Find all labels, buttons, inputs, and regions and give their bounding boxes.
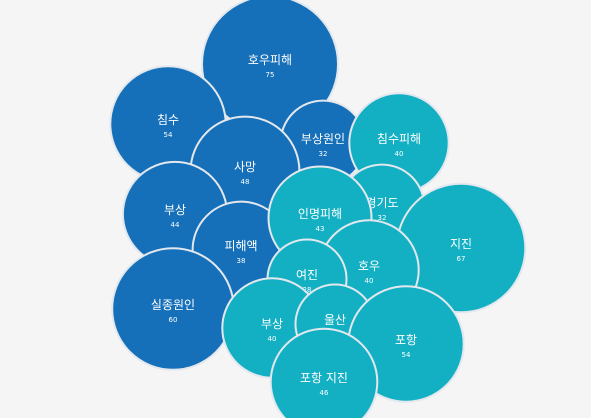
- bubble-circle[interactable]: [269, 327, 379, 418]
- bubble-value: 40: [268, 335, 277, 343]
- bubble-label: 포항: [395, 333, 417, 347]
- bubble-label: 부상원인: [301, 132, 345, 146]
- bubble-label: 인명피해: [298, 207, 342, 221]
- bubble-label: 침수: [157, 113, 179, 127]
- bubble-value: 54: [402, 351, 411, 359]
- bubble-label: 지진: [450, 237, 472, 251]
- bubble-label: 실종원인: [151, 298, 195, 312]
- bubble-value: 60: [169, 316, 178, 324]
- bubble[interactable]: 실종원인 60: [111, 247, 235, 371]
- bubble-label: 여진: [296, 268, 318, 282]
- bubble-value: 43: [316, 225, 325, 233]
- bubble-value: 32: [319, 150, 328, 158]
- bubble-value: 48: [241, 178, 250, 186]
- bubble-label: 호우: [358, 259, 380, 273]
- bubble-label: 침수피해: [377, 132, 421, 146]
- bubble-label: 부상: [164, 203, 186, 217]
- bubble-value: 40: [365, 277, 374, 285]
- bubble-value: 28: [303, 286, 312, 294]
- bubble-value: 67: [457, 255, 466, 263]
- bubble-value: 75: [266, 71, 275, 79]
- bubble-value: 38: [237, 257, 246, 265]
- bubble-value: 54: [164, 131, 173, 139]
- bubble-label: 울산: [324, 313, 346, 327]
- bubble-label: 사망: [234, 160, 256, 174]
- bubble-label: 경기도: [365, 196, 398, 210]
- bubble-value: 40: [395, 150, 404, 158]
- bubble-label: 피해액: [224, 239, 257, 253]
- bubble-value: 44: [171, 221, 180, 229]
- bubble-label: 포항 지진: [300, 371, 348, 385]
- bubble-value: 32: [378, 214, 387, 222]
- bubble-value: 46: [320, 389, 329, 397]
- bubble-label: 호우피해: [248, 53, 292, 67]
- bubble-label: 부상: [261, 317, 283, 331]
- bubble[interactable]: 포항 지진 46: [269, 327, 379, 418]
